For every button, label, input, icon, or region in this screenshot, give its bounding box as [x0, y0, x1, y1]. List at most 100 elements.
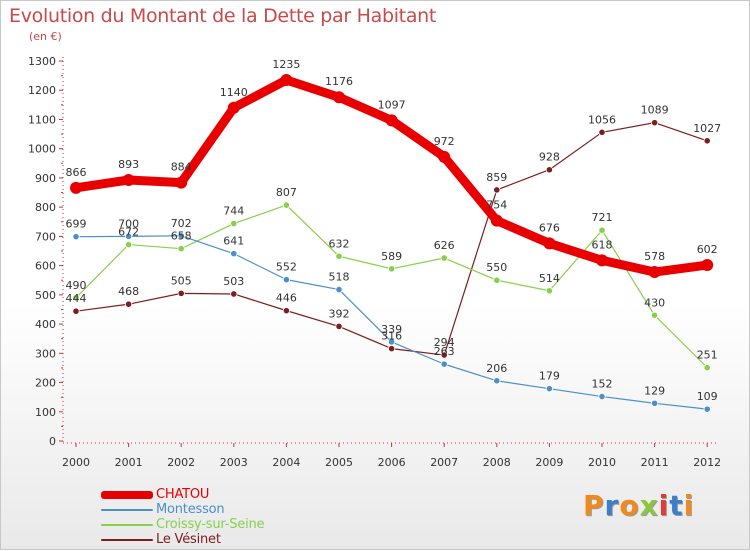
- legend-label: Montesson: [156, 502, 225, 517]
- data-label: 672: [118, 226, 139, 239]
- data-label: 702: [171, 217, 192, 230]
- data-label: 632: [329, 237, 350, 250]
- data-point: [72, 233, 80, 241]
- chart-unit-label: (en €): [29, 30, 62, 43]
- logo-letter: r: [604, 489, 620, 522]
- data-label: 179: [539, 370, 560, 383]
- data-point: [598, 226, 606, 234]
- data-point: [493, 186, 501, 194]
- data-point: [545, 166, 554, 174]
- data-label: 578: [644, 250, 665, 263]
- legend-swatch: [101, 538, 153, 541]
- logo-letter: P: [583, 489, 605, 522]
- data-point: [282, 201, 290, 209]
- data-point: [335, 252, 343, 260]
- data-label: 339: [381, 323, 402, 336]
- logo-letter: i: [683, 489, 695, 522]
- data-label: 754: [486, 199, 507, 212]
- x-tick-label: 2001: [115, 456, 143, 469]
- data-label: 392: [329, 307, 350, 320]
- data-label: 468: [118, 285, 139, 298]
- data-label: 152: [592, 378, 613, 391]
- data-label: 1176: [325, 75, 353, 88]
- y-tick-label: 1200: [28, 84, 56, 97]
- data-label: 602: [697, 243, 718, 256]
- legend-label: Le Vésinet: [156, 532, 221, 547]
- data-point: [545, 287, 554, 295]
- data-point: [650, 399, 659, 407]
- data-label: 503: [223, 275, 244, 288]
- x-tick-label: 2007: [430, 456, 458, 469]
- data-label: 251: [697, 349, 718, 362]
- data-label: 626: [434, 239, 455, 252]
- data-point: [175, 176, 188, 189]
- y-tick-label: 1100: [28, 113, 56, 126]
- data-label: 884: [171, 161, 192, 174]
- data-point: [490, 214, 503, 227]
- data-point: [177, 289, 185, 297]
- data-label: 316: [381, 330, 402, 343]
- data-label: 490: [66, 279, 87, 292]
- data-point: [125, 232, 133, 240]
- data-label: 550: [486, 261, 507, 274]
- data-point: [648, 266, 661, 279]
- data-point: [125, 300, 133, 308]
- data-label: 444: [66, 292, 87, 305]
- data-point: [387, 345, 396, 353]
- data-label: 807: [276, 186, 297, 199]
- data-label: 109: [697, 390, 718, 403]
- data-point: [335, 285, 343, 294]
- data-point: [177, 232, 185, 240]
- logo-letter: x: [639, 489, 659, 522]
- data-point: [545, 385, 554, 393]
- data-label: 1140: [220, 86, 248, 99]
- y-tick-label: 400: [35, 318, 56, 331]
- data-point: [72, 294, 80, 302]
- data-label: 744: [223, 205, 244, 218]
- logo-letter: o: [619, 489, 640, 522]
- legend-swatch: [101, 523, 153, 526]
- data-point: [701, 259, 714, 272]
- data-point: [703, 405, 711, 413]
- data-point: [703, 364, 711, 372]
- chart-legend: CHATOU Montesson Croissy-sur-Seine Le Vésin…: [101, 487, 265, 547]
- data-point: [230, 250, 238, 258]
- data-label: 618: [592, 238, 613, 251]
- data-label: 676: [539, 221, 560, 234]
- proxiti-logo: Proxiti: [583, 489, 694, 522]
- y-tick-label: 1300: [28, 55, 56, 68]
- y-tick-label: 900: [35, 172, 56, 185]
- data-label: 658: [171, 230, 192, 243]
- x-tick-label: 2004: [272, 456, 300, 469]
- data-label: 699: [66, 218, 87, 231]
- data-point: [230, 290, 238, 298]
- legend-label: CHATOU: [156, 487, 210, 502]
- data-point: [596, 254, 608, 267]
- data-point: [650, 311, 659, 319]
- data-point: [387, 338, 396, 346]
- data-point: [703, 137, 711, 145]
- data-point: [440, 360, 448, 368]
- x-tick-label: 2010: [588, 456, 616, 469]
- legend-item: Montesson: [101, 502, 264, 517]
- x-tick-label: 2008: [483, 456, 511, 469]
- data-label: 1235: [272, 58, 300, 71]
- data-point: [387, 265, 396, 273]
- logo-letter: t: [669, 489, 684, 522]
- data-point: [335, 322, 343, 331]
- data-label: 294: [434, 336, 455, 349]
- data-point: [493, 377, 501, 385]
- x-tick-label: 2002: [167, 456, 195, 469]
- data-point: [440, 254, 448, 262]
- data-label: 1027: [693, 122, 721, 135]
- x-tick-label: 2006: [378, 456, 406, 469]
- y-tick-label: 500: [35, 289, 56, 302]
- x-tick-label: 2000: [62, 456, 90, 469]
- y-tick-label: 600: [35, 260, 56, 273]
- data-point: [438, 150, 451, 163]
- data-point: [333, 91, 345, 104]
- y-tick-label: 1000: [28, 143, 56, 156]
- x-tick-label: 2011: [641, 456, 669, 469]
- data-label: 1089: [641, 104, 669, 117]
